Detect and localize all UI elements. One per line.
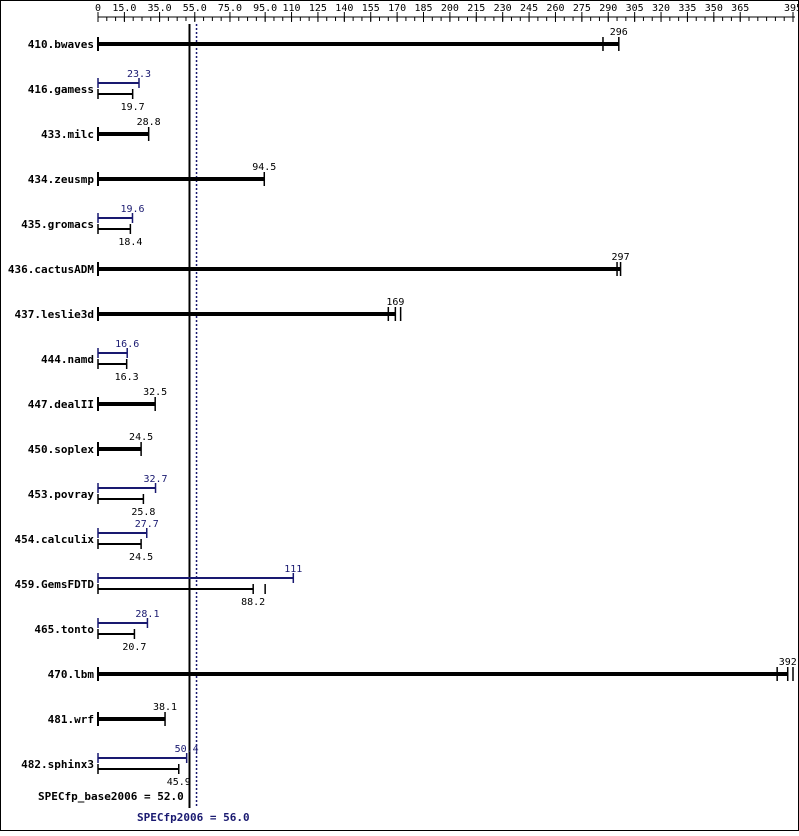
x-tick-label: 245 <box>520 3 538 14</box>
peak-value-label: 23.3 <box>127 69 151 80</box>
x-tick-label: 185 <box>414 3 432 14</box>
base-value-label: 32.5 <box>143 387 167 398</box>
peak-value-label: 19.6 <box>120 204 144 215</box>
x-tick-label: 75.0 <box>218 3 242 14</box>
summary-base-label: SPECfp_base2006 = 52.0 <box>38 790 184 803</box>
labels: SPECfp_base2006 = 52.0 SPECfp2006 = 56.0 4… <box>8 27 797 824</box>
summary-peak-label: SPECfp2006 = 56.0 <box>137 811 250 824</box>
x-tick-label: 110 <box>283 3 301 14</box>
x-tick-label: 15.0 <box>112 3 136 14</box>
x-tick-label: 260 <box>546 3 564 14</box>
benchmark-label: 481.wrf <box>48 713 94 726</box>
x-tick-label: 365 <box>731 3 749 14</box>
benchmark-label: 450.soplex <box>28 443 95 456</box>
base-value-label: 38.1 <box>153 702 177 713</box>
x-tick-label: 320 <box>652 3 670 14</box>
x-tick-label: 55.0 <box>183 3 207 14</box>
base-value-label: 45.9 <box>167 777 191 788</box>
peak-value-label: 50.4 <box>175 744 199 755</box>
base-value-label: 392 <box>779 657 797 668</box>
benchmark-label: 434.zeusmp <box>28 173 95 186</box>
benchmark-label: 436.cactusADM <box>8 263 94 276</box>
base-value-label: 24.5 <box>129 552 153 563</box>
benchmark-label: 470.lbm <box>48 668 95 681</box>
base-value-label: 296 <box>610 27 628 38</box>
x-axis: 0 15.0 35.0 55.0 75.0 95.0 110 125 140 155 170 185 2… <box>95 3 799 22</box>
base-value-label: 94.5 <box>252 162 276 173</box>
x-tick-label: 95.0 <box>253 3 277 14</box>
base-value-label: 16.3 <box>115 372 139 383</box>
base-value-label: 28.8 <box>137 117 161 128</box>
benchmark-label: 433.milc <box>41 128 94 141</box>
base-value-label: 88.2 <box>241 597 265 608</box>
x-tick-label: 305 <box>626 3 644 14</box>
bars <box>97 37 794 774</box>
benchmark-label: 482.sphinx3 <box>21 758 94 771</box>
benchmark-label: 454.calculix <box>15 533 95 546</box>
benchmark-label: 444.namd <box>41 353 94 366</box>
peak-value-label: 27.7 <box>135 519 159 530</box>
base-value-label: 297 <box>612 252 630 263</box>
base-value-label: 24.5 <box>129 432 153 443</box>
x-tick-label: 35.0 <box>148 3 172 14</box>
reference-lines <box>188 24 198 808</box>
x-tick-label: 200 <box>441 3 459 14</box>
x-tick-label: 215 <box>467 3 485 14</box>
benchmark-label: 437.leslie3d <box>15 308 94 321</box>
x-tick-label: 140 <box>335 3 353 14</box>
x-tick-label: 155 <box>362 3 380 14</box>
peak-value-label: 32.7 <box>143 474 167 485</box>
x-tick-label: 125 <box>309 3 327 14</box>
x-tick-label: 335 <box>678 3 696 14</box>
base-value-label: 169 <box>386 297 404 308</box>
base-value-label: 19.7 <box>121 102 145 113</box>
benchmark-label: 435.gromacs <box>21 218 94 231</box>
benchmark-label: 416.gamess <box>28 83 94 96</box>
peak-value-label: 16.6 <box>115 339 139 350</box>
peak-value-label: 28.1 <box>135 609 159 620</box>
benchmark-label: 447.dealII <box>28 398 94 411</box>
base-value-label: 20.7 <box>122 642 146 653</box>
x-tick-label: 290 <box>599 3 617 14</box>
benchmark-label: 465.tonto <box>34 623 94 636</box>
x-tick-label: 230 <box>494 3 512 14</box>
benchmark-label: 410.bwaves <box>28 38 94 51</box>
x-tick-label: 275 <box>573 3 591 14</box>
base-value-label: 25.8 <box>131 507 155 518</box>
x-tick-label: 0 <box>95 3 101 14</box>
benchmark-label: 453.povray <box>28 488 95 501</box>
benchmark-label: 459.GemsFDTD <box>15 578 95 591</box>
x-tick-label: 350 <box>705 3 723 14</box>
x-tick-label: 170 <box>388 3 406 14</box>
x-tick-label: 395 <box>784 3 799 14</box>
base-value-label: 18.4 <box>118 237 142 248</box>
peak-value-label: 111 <box>284 564 302 575</box>
